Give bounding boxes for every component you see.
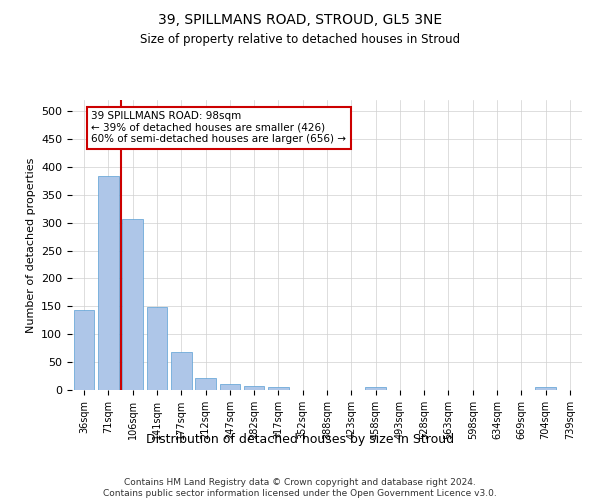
Bar [171, 352, 191, 390]
Bar [146, 308, 167, 390]
Bar [535, 387, 556, 390]
Bar [244, 386, 265, 390]
Bar [268, 387, 289, 390]
Bar [365, 387, 386, 390]
Text: Distribution of detached houses by size in Stroud: Distribution of detached houses by size … [146, 432, 454, 446]
Bar [74, 310, 94, 390]
Text: 39, SPILLMANS ROAD, STROUD, GL5 3NE: 39, SPILLMANS ROAD, STROUD, GL5 3NE [158, 12, 442, 26]
Bar [122, 219, 143, 390]
Y-axis label: Number of detached properties: Number of detached properties [26, 158, 35, 332]
Bar [220, 384, 240, 390]
Text: Size of property relative to detached houses in Stroud: Size of property relative to detached ho… [140, 32, 460, 46]
Bar [98, 176, 119, 390]
Text: Contains HM Land Registry data © Crown copyright and database right 2024.
Contai: Contains HM Land Registry data © Crown c… [103, 478, 497, 498]
Bar [195, 378, 216, 390]
Text: 39 SPILLMANS ROAD: 98sqm
← 39% of detached houses are smaller (426)
60% of semi-: 39 SPILLMANS ROAD: 98sqm ← 39% of detach… [91, 111, 346, 144]
